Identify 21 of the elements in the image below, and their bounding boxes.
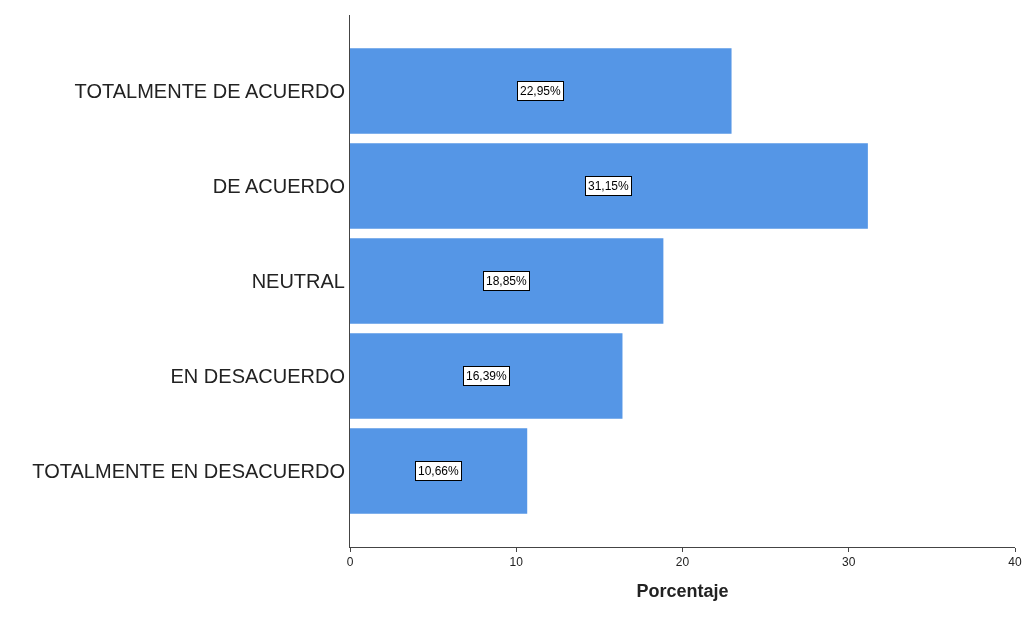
x-tick-label: 40	[1008, 555, 1022, 570]
y-tick-label: DE ACUERDO	[212, 175, 345, 197]
bar	[350, 143, 868, 229]
x-axis-title: Porcentaje	[636, 580, 729, 601]
y-tick-label: EN DESACUERDO	[170, 365, 345, 387]
x-tick-label: 0	[346, 555, 354, 570]
y-tick-label: TOTALMENTE DE ACUERDO	[74, 80, 345, 102]
bar	[350, 428, 528, 514]
y-tick-label: NEUTRAL	[251, 270, 345, 292]
data-label: 16,39%	[466, 369, 508, 383]
y-tick-label: TOTALMENTE EN DESACUERDO	[32, 460, 345, 482]
x-tick-label: 30	[842, 555, 856, 570]
x-tick-label: 10	[509, 555, 524, 570]
data-label: 22,95%	[520, 84, 562, 98]
bar	[350, 333, 623, 419]
x-tick-label: 20	[675, 555, 690, 570]
data-label: 10,66%	[418, 464, 460, 478]
bar	[350, 238, 664, 324]
bar	[350, 48, 732, 134]
data-label: 31,15%	[588, 179, 630, 193]
data-label: 18,85%	[486, 274, 528, 288]
